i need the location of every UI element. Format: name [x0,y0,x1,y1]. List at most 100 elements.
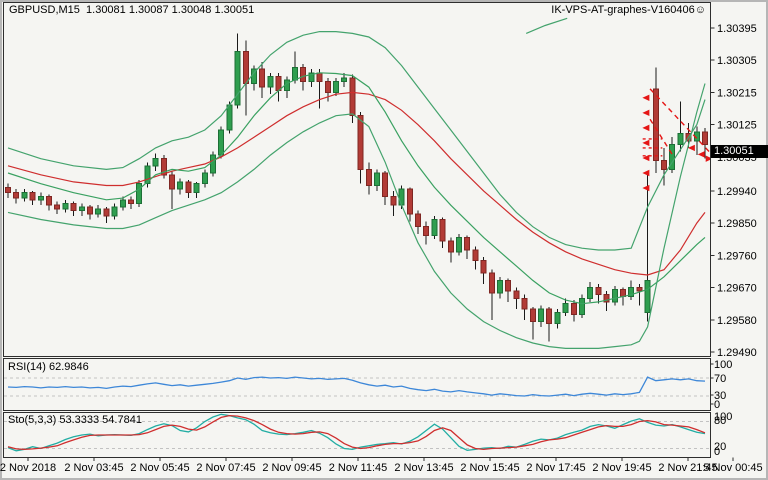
candle-bullish [579,297,585,315]
candle-bullish [628,287,635,298]
price-axis-label: 1.29940 [717,186,757,198]
time-axis-label: 2 Nov 15:45 [460,462,519,474]
candle-bullish [136,183,143,204]
candle-bearish [702,131,708,145]
rsi-indicator-label: RSI(14) 62.9846 [8,361,89,373]
candle-bullish [21,192,28,199]
price-axis-label: 1.30125 [717,120,757,132]
candle-bearish [529,308,536,323]
red-left-arrow-marker [642,124,650,132]
candle-bearish [464,236,471,251]
candle-bearish [620,288,626,298]
candle-bullish [37,195,44,201]
overlay-bollinger-upper [7,31,706,251]
candle-bullish [669,143,676,170]
price-axis-label: 1.30305 [717,55,757,67]
sto-scale-label: 20 [714,441,726,453]
green-curve-annotation [525,17,568,34]
time-axis[interactable]: 2 Nov 2018 2 Nov 03:45 2 Nov 05:45 2 Nov 07… [0,457,763,475]
red-left-arrow-marker [642,94,650,102]
candle-bearish [29,192,36,201]
watermark: IK-VPS-AT-graphes-V160406☺ [551,4,706,16]
candle-bullish [398,188,405,206]
candle-bearish [488,272,495,294]
candle-bullish [562,303,569,314]
sto-line-D [7,414,706,451]
sto-scale-label: 100 [714,411,732,423]
ea-annotations [525,17,710,192]
price-axis-label: 1.29760 [717,250,757,262]
sto-panel-border [3,412,711,458]
price-axis-label: 1.29850 [717,218,757,230]
candle-bullish [111,206,118,217]
candle-bullish [218,129,225,156]
candle-bearish [480,260,487,274]
candle-bearish [447,240,454,253]
main-panel-border [3,2,711,357]
price-axis-label: 1.30215 [717,87,757,99]
rsi-panel-border [3,358,711,411]
candle-bullish [177,181,184,190]
time-axis-label: 2 Nov 19:45 [592,462,651,474]
candle-bullish [587,287,594,299]
time-axis-label: 2 Nov 07:45 [196,462,255,474]
candle-bearish [242,50,249,84]
candle-bearish [513,290,520,299]
candle-bearish [595,287,602,296]
candle-bullish [308,72,315,83]
time-axis-label: 2 Nov 05:45 [130,462,189,474]
candle-bearish [316,72,323,83]
candle-bullish [677,133,684,145]
overlay-ma-red [7,91,706,276]
time-axis-label: 2 Nov 2018 [0,462,56,474]
candle-bearish [5,186,11,194]
red-left-arrow-marker [697,151,705,158]
price-axis-label: 1.29670 [717,283,757,295]
time-axis-label: 2 Nov 09:45 [262,462,321,474]
candle-bullish [644,279,651,314]
stochastic-indicator-label: Sto(5,3,3) 53.3333 54.7841 [8,414,142,426]
candle-bullish [292,66,298,81]
candle-bearish [46,195,52,206]
current-price-badge: 1.30051 [711,145,768,158]
price-axis-label: 1.29490 [717,347,757,359]
rsi-line [7,376,706,397]
candle-bullish [95,208,102,215]
rsi-scale-label: 0 [714,399,720,411]
candle-bullish [152,158,159,167]
red-left-arrow-marker [642,184,650,192]
candle-bullish [374,172,380,187]
time-axis-label: 2 Nov 17:45 [526,462,585,474]
candle-bearish [521,297,528,310]
candle-bullish [267,75,274,88]
candle-bearish [603,294,610,303]
candle-bearish [390,195,397,206]
candle-bearish [505,279,512,292]
red-right-arrow-marker [705,155,710,162]
candle-bullish [119,199,126,208]
main-plot[interactable] [5,17,716,349]
candle-bullish [431,219,438,237]
candle-bullish [144,165,151,185]
sto-scale-label: 80 [714,415,726,427]
candle-bearish [406,188,413,215]
red-left-arrow-marker [642,154,650,162]
candle-bearish [357,115,364,170]
candle-bullish [333,81,339,93]
red-left-arrow-marker [642,169,650,177]
candle-bullish [201,172,208,185]
candle-bullish [497,279,503,294]
candle-bearish [259,68,266,88]
price-axis[interactable]: 1.303951.303051.302151.301251.300351.299… [710,23,757,359]
rsi-panel[interactable]: 100 70 300 [4,359,732,411]
candle-bullish [234,50,241,106]
candle-bearish [103,208,110,217]
chart-title-ohlc: GBPUSD,M15 1.30081 1.30087 1.30048 1.300… [9,4,255,16]
candle-bullish [538,308,544,323]
candle-bearish [13,192,20,199]
candle-bearish [365,168,372,187]
candle-bearish [87,206,93,215]
